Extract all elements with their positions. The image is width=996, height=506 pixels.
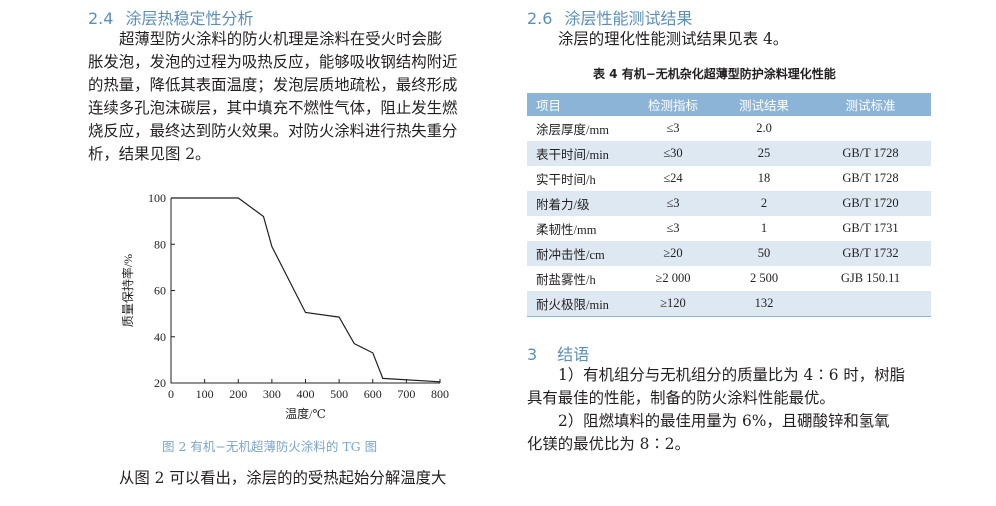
table-cell: ≤24 <box>628 166 718 191</box>
paragraph-line: 的热量，降低其表面温度；发泡层质地疏松，最终形成 <box>88 76 458 94</box>
conclusion-paragraphs: 1）有机组分与无机组分的质量比为 4∶6 时，树脂 具有最佳的性能，制备的防火涂… <box>527 364 905 456</box>
table-cell: ≥2 000 <box>628 266 718 291</box>
column-header-item: 项目 <box>527 93 628 116</box>
section-heading-2-4: 2.4 涂层热稳定性分析 <box>88 5 253 29</box>
body-paragraph-fire-mechanism: 超薄型防火涂料的防火机理是涂料在受火时会膨 胀发泡，发泡的过程为吸热反应，能够吸… <box>88 28 457 166</box>
x-tick-label: 300 <box>263 387 281 401</box>
figure-caption: 图 2 有机−无机超薄防火涂料的 TG 图 <box>162 439 378 454</box>
table-row: 涂层厚度/mm ≤3 2.0 <box>527 116 931 141</box>
table-cell: 耐火极限/min <box>527 291 628 317</box>
column-header-criterion: 检测指标 <box>628 93 718 116</box>
paragraph-line: 涂层的理化性能测试结果见表 4。 <box>558 30 789 48</box>
table-cell: 18 <box>718 166 810 191</box>
y-tick-label: 40 <box>154 330 166 344</box>
table-row: 表干时间/min ≤30 25 GB/T 1728 <box>527 141 931 166</box>
table-row: 柔韧性/mm ≤3 1 GB/T 1731 <box>527 216 931 241</box>
table-cell: 2 500 <box>718 266 810 291</box>
table-cell: GB/T 1720 <box>810 191 931 216</box>
table-cell: 132 <box>718 291 810 317</box>
section-title: 涂层热稳定性分析 <box>125 9 254 28</box>
paragraph-line: 1）有机组分与无机组分的质量比为 4∶6 时，树脂 <box>558 366 905 384</box>
y-tick-label: 100 <box>148 191 166 205</box>
section-title: 结语 <box>557 345 590 364</box>
paragraph-line: 超薄型防火涂料的防火机理是涂料在受火时会膨 <box>119 30 443 48</box>
table-row: 耐火极限/min ≥120 132 <box>527 291 931 317</box>
column-header-result: 测试结果 <box>718 93 810 116</box>
table-cell: ≤30 <box>628 141 718 166</box>
table-cell <box>810 291 931 317</box>
axis-line <box>170 198 440 384</box>
table-row: 耐盐雾性/h ≥2 000 2 500 GJB 150.11 <box>527 266 931 291</box>
table-cell: GB/T 1731 <box>810 216 931 241</box>
table-cell: GJB 150.11 <box>810 266 931 291</box>
table-cell: 涂层厚度/mm <box>527 116 628 141</box>
table-cell: ≤3 <box>628 216 718 241</box>
paragraph-line: 析，结果见图 2。 <box>88 145 211 163</box>
table-caption: 表 4 有机−无机杂化超薄型防护涂料理化性能 <box>593 67 836 81</box>
x-tick-label: 200 <box>229 387 247 401</box>
paragraph-line: 化镁的最优比为 8∶2。 <box>527 435 690 453</box>
table-cell: GB/T 1728 <box>810 141 931 166</box>
table-cell: GB/T 1732 <box>810 241 931 266</box>
table-cell: 25 <box>718 141 810 166</box>
paragraph-line: 具有最佳的性能，制备的防火涂料性能最优。 <box>527 389 835 407</box>
table-cell: 表干时间/min <box>527 141 628 166</box>
table-cell: 柔韧性/mm <box>527 216 628 241</box>
table-cell <box>810 116 931 141</box>
section-number: 2.4 <box>88 9 114 28</box>
paragraph-line: 2）阻燃填料的最佳用量为 6%，且硼酸锌和氢氧 <box>558 412 890 430</box>
y-tick-label: 80 <box>154 237 166 251</box>
table-cell: 50 <box>718 241 810 266</box>
chart-axes <box>170 198 440 384</box>
chart-ticks: 0 100 200 300 400 500 600 700 800 20 40 60 80 100 <box>148 191 449 401</box>
table-row: 耐冲击性/cm ≥20 50 GB/T 1732 <box>527 241 931 266</box>
body-paragraph-test-results: 涂层的理化性能测试结果见表 4。 <box>527 28 788 51</box>
section-heading-3: 3 结语 <box>527 341 589 365</box>
body-paragraph-fig-analysis: 从图 2 可以看出，涂层的的受热起始分解温度大 <box>88 467 446 490</box>
y-tick-label: 20 <box>154 376 166 390</box>
table-cell: 实干时间/h <box>527 166 628 191</box>
properties-table: 项目 检测指标 测试结果 测试标准 涂层厚度/mm ≤3 2.0 表干时间/min ≤3… <box>527 93 931 317</box>
x-tick-label: 0 <box>168 387 174 401</box>
section-title: 涂层性能测试结果 <box>564 9 693 28</box>
paragraph-line: 烧反应，最终达到防火效果。对防火涂料进行热失重分 <box>88 122 458 140</box>
table-cell: 2.0 <box>718 116 810 141</box>
x-tick-label: 500 <box>330 387 348 401</box>
x-tick-label: 600 <box>364 387 382 401</box>
table-cell: GB/T 1728 <box>810 166 931 191</box>
table-cell: 耐冲击性/cm <box>527 241 628 266</box>
x-axis-label: 温度/℃ <box>285 406 326 421</box>
table-cell: 耐盐雾性/h <box>527 266 628 291</box>
tg-chart: 0 100 200 300 400 500 600 700 800 20 40 60 80 100 温度/… <box>120 191 449 421</box>
paragraph-line: 从图 2 可以看出，涂层的的受热起始分解温度大 <box>119 469 447 487</box>
table-cell: ≤3 <box>628 116 718 141</box>
table-row: 实干时间/h ≤24 18 GB/T 1728 <box>527 166 931 191</box>
x-tick-label: 400 <box>297 387 315 401</box>
section-heading-2-6: 2.6 涂层性能测试结果 <box>527 5 692 29</box>
table-row: 附着力/级 ≤3 2 GB/T 1720 <box>527 191 931 216</box>
table-cell: ≥20 <box>628 241 718 266</box>
table-cell: ≥120 <box>628 291 718 317</box>
table-cell: 1 <box>718 216 810 241</box>
x-tick-label: 100 <box>196 387 214 401</box>
table-cell: 2 <box>718 191 810 216</box>
table-cell: 附着力/级 <box>527 191 628 216</box>
x-tick-label: 800 <box>431 387 449 401</box>
section-number: 3 <box>527 345 538 364</box>
table-cell: ≤3 <box>628 191 718 216</box>
y-axis-label: 质量保持率/% <box>120 254 135 327</box>
section-number: 2.6 <box>527 9 553 28</box>
paragraph-line: 连续多孔泡沫碳层，其中填充不燃性气体，阻止发生燃 <box>88 99 458 117</box>
table-header-row: 项目 检测指标 测试结果 测试标准 <box>527 93 931 116</box>
paragraph-line: 胀发泡，发泡的过程为吸热反应，能够吸收钢结构附近 <box>88 53 458 71</box>
column-header-standard: 测试标准 <box>810 93 931 116</box>
x-tick-label: 700 <box>397 387 415 401</box>
tg-curve <box>171 197 441 383</box>
y-tick-label: 60 <box>154 284 166 298</box>
